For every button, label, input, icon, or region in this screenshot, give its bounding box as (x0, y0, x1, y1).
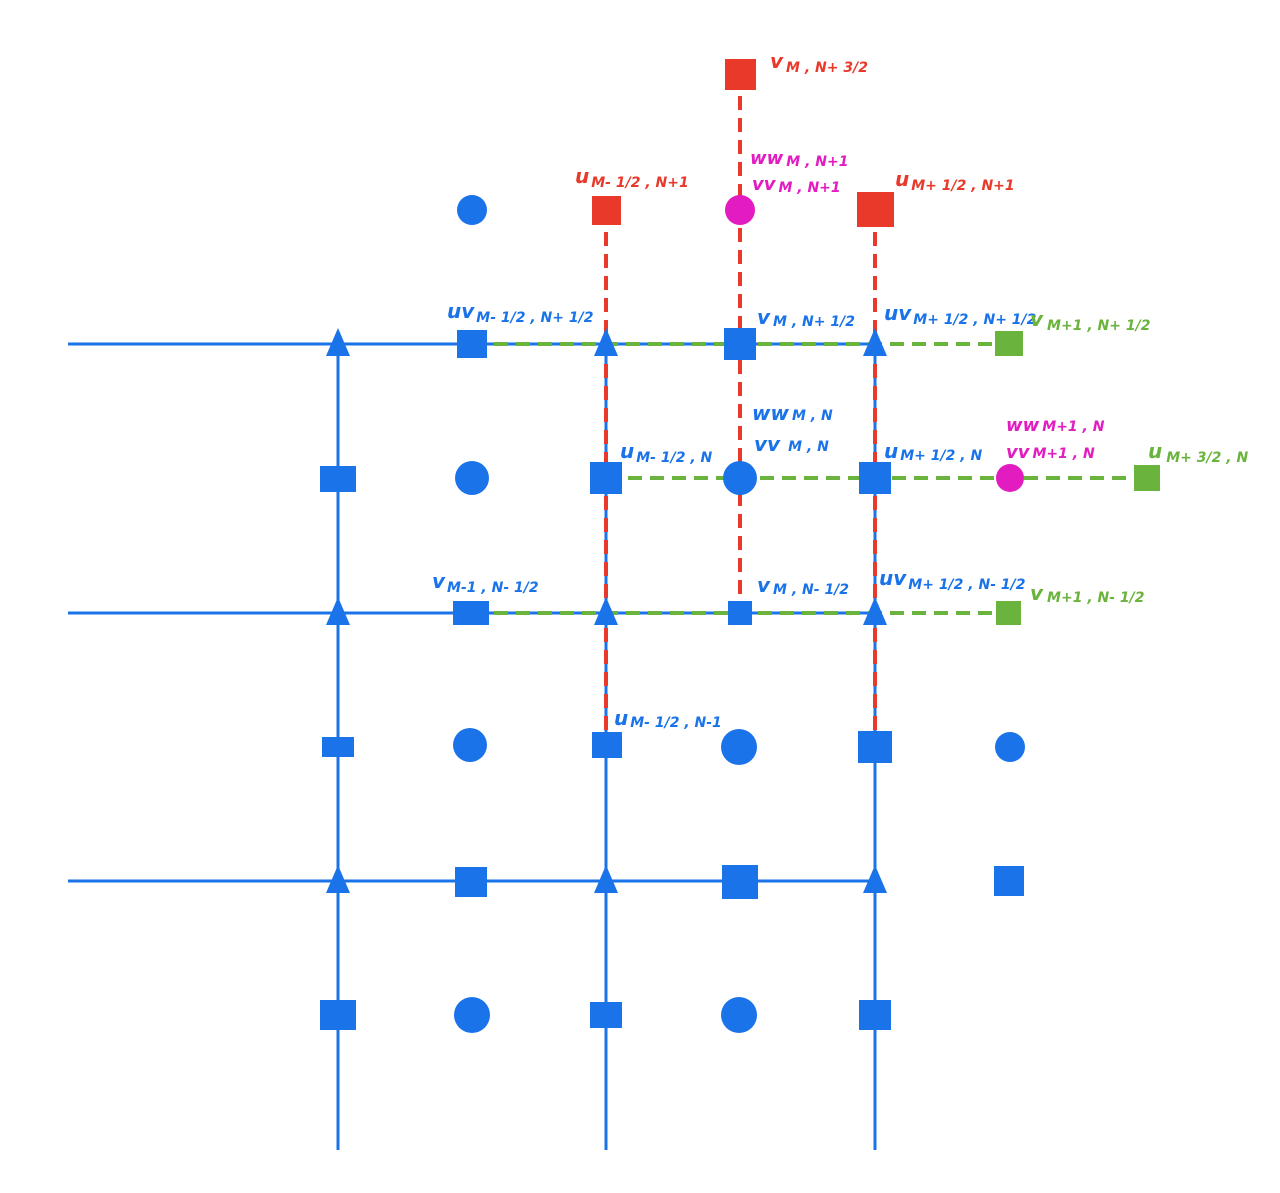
label-v-m1-nmh: v M+1 , N- 1/2 (1030, 581, 1145, 606)
magenta-circles (725, 195, 1024, 492)
label-u-mm-n1: u M- 1/2 , N+1 (575, 164, 689, 191)
green-squares (995, 331, 1160, 625)
node-triangle (863, 865, 887, 893)
node-circle (721, 997, 757, 1033)
node-square (859, 462, 891, 494)
node-square (858, 731, 892, 763)
node-circle-magenta (725, 195, 755, 225)
red-squares (592, 59, 894, 227)
node-triangle (594, 865, 618, 893)
node-square (455, 867, 487, 897)
node-triangle (594, 597, 618, 625)
label-v-mm1-nmh: v M-1 , N- 1/2 (432, 569, 539, 596)
node-square-green (1134, 465, 1160, 491)
label-ww-m-n: ww M , N (752, 401, 833, 425)
blue-squares (320, 328, 1024, 1030)
node-triangle (326, 328, 350, 356)
node-square-green (995, 331, 1023, 356)
node-circle (721, 729, 757, 765)
label-uv-mm-nh: uv M- 1/2 , N+ 1/2 (447, 299, 593, 326)
node-circle (995, 732, 1025, 762)
label-ww-m-n1: ww M , N+1 (750, 148, 848, 170)
node-square (994, 866, 1024, 896)
node-square (453, 601, 489, 625)
node-triangle (863, 328, 887, 356)
label-v-m1-nh: v M+1 , N+ 1/2 (1030, 307, 1150, 334)
node-circle (454, 997, 490, 1033)
label-u-mp-n: u M+ 1/2 , N (884, 439, 982, 464)
node-square (724, 328, 756, 360)
node-square (859, 1000, 891, 1030)
node-square (722, 865, 758, 899)
node-square (322, 737, 354, 757)
node-circle (453, 728, 487, 762)
node-triangle (594, 328, 618, 356)
node-square-green (996, 601, 1021, 625)
node-circle (723, 461, 757, 495)
node-triangle (326, 597, 350, 625)
label-vv-m-n: vv M , N (754, 432, 829, 456)
label-u-mp-n1: u M+ 1/2 , N+1 (895, 167, 1015, 194)
label-ww-m1-n: ww M+1 , N (1006, 415, 1105, 436)
node-circle (457, 195, 487, 225)
node-circle (455, 461, 489, 495)
label-vv-m1-n: vv M+1 , N (1006, 442, 1095, 463)
node-square (590, 462, 622, 494)
node-triangle (863, 597, 887, 625)
label-u-mm-n: u M- 1/2 , N (620, 439, 713, 466)
label-uv-mp-nh: uv M+ 1/2 , N+ 1/2 (884, 301, 1036, 328)
node-square-red (592, 196, 621, 225)
node-square (728, 601, 752, 625)
node-square (320, 466, 356, 492)
label-uv-mp-nmh: uv M+ 1/2 , N- 1/2 (879, 566, 1025, 593)
label-u-m32-n: u M+ 3/2 , N (1148, 439, 1248, 466)
node-square (590, 1002, 622, 1028)
blue-triangles (326, 328, 887, 893)
node-square (320, 1000, 356, 1030)
blue-circles (453, 195, 1025, 1033)
label-vv-m-n1: vv M , N+1 (752, 174, 841, 196)
node-triangle (326, 865, 350, 893)
node-square (592, 732, 622, 758)
label-u-mm-nm1: u M- 1/2 , N-1 (614, 706, 722, 731)
node-square (457, 330, 487, 358)
node-square-red (725, 59, 756, 90)
green-dashed-lines (472, 342, 1146, 615)
node-circle-magenta (996, 464, 1024, 492)
node-square-red (857, 192, 894, 227)
